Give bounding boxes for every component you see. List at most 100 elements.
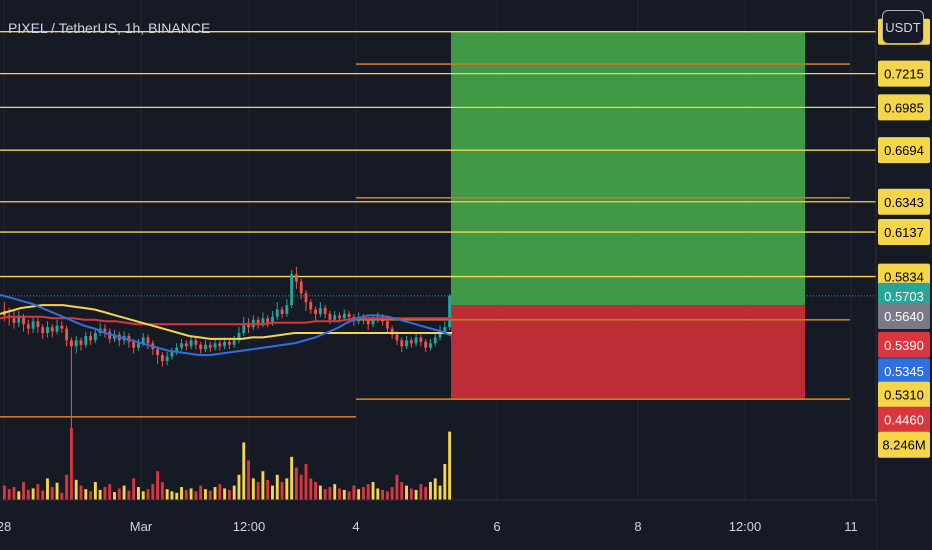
volume-bar [170, 491, 174, 500]
candle-body [275, 309, 279, 317]
price-label-text: 0.5310 [884, 388, 924, 403]
candle-body [409, 340, 413, 344]
candle-body [218, 343, 222, 347]
currency-button[interactable]: USDT [882, 10, 924, 44]
time-label: 12:00 [729, 519, 762, 534]
candle-body [84, 335, 88, 345]
candle-body [304, 293, 308, 303]
candle-body [261, 318, 265, 325]
volume-bar [409, 488, 413, 500]
candle-body [395, 334, 399, 341]
candle-body [50, 327, 54, 332]
volume-bar [12, 487, 16, 500]
price-label-box [878, 331, 930, 358]
volume-bar [141, 491, 145, 500]
volume-bar [448, 431, 452, 500]
ma-red-line [0, 315, 452, 326]
candle-body [208, 344, 212, 348]
volume-bar [261, 471, 265, 500]
candle-body [237, 333, 241, 341]
volume-bar [352, 485, 356, 500]
volume-bar [223, 488, 227, 500]
candle-body [46, 327, 49, 334]
candle-body [165, 356, 169, 361]
volume-bar [395, 474, 399, 500]
time-label: 11 [844, 519, 858, 534]
volume-bar [199, 485, 203, 500]
price-label: 0.6343 [878, 188, 930, 215]
price-label: 0.5310 [878, 381, 930, 408]
volume-bar [314, 482, 317, 500]
price-label-box [878, 431, 930, 458]
candle-body [60, 325, 64, 329]
volume-bar [50, 487, 54, 500]
price-label: 0.5640 [878, 303, 930, 330]
candle-body [26, 324, 30, 329]
candle-body [69, 340, 73, 347]
price-label: 0.7215 [878, 60, 930, 87]
candle-body [299, 281, 303, 294]
price-label-text: 0.7215 [884, 67, 924, 82]
volume-bar [280, 482, 284, 500]
volume-bar [304, 464, 308, 500]
volume-bar [180, 487, 183, 500]
volume-bar [146, 489, 150, 500]
volume-bar [227, 489, 231, 500]
price-label: 0.5390 [878, 331, 930, 358]
volume-bar [17, 491, 21, 500]
volume-bar [26, 489, 30, 500]
candle-body [41, 327, 45, 334]
candle-body [204, 344, 207, 350]
volume-bar [371, 482, 375, 500]
volume-bar [328, 487, 332, 500]
candle-body [438, 331, 442, 338]
candle-body [31, 321, 35, 329]
candle-body [170, 352, 174, 357]
volume-bar [2, 485, 6, 500]
price-label-text: 0.6137 [884, 225, 924, 240]
volume-bar [294, 467, 298, 500]
volume-bar [31, 488, 35, 500]
candle-body [323, 308, 327, 314]
candle-body [294, 274, 298, 282]
candle-body [419, 337, 423, 342]
volume-bar [189, 488, 193, 500]
volume-bar [366, 484, 370, 500]
candle-body [36, 321, 40, 328]
volume-bar [285, 478, 289, 500]
price-label-box [878, 94, 930, 121]
price-label-text: 0.5640 [884, 309, 924, 324]
price-label: 0.5345 [878, 358, 930, 385]
price-label: 0.6985 [878, 94, 930, 121]
volume-bar [117, 488, 121, 500]
volume-bar [429, 482, 432, 500]
volume-bar [89, 491, 92, 500]
candle-body [180, 343, 183, 348]
volume-bar [419, 484, 423, 500]
volume-bar [156, 471, 160, 500]
volume-bar [69, 428, 73, 500]
volume-bar [266, 479, 270, 500]
volume-bar [357, 489, 361, 500]
ma-blue-line [0, 293, 453, 357]
price-label-box [878, 406, 930, 433]
price-label: 0.6694 [878, 137, 930, 164]
ma-yellow-line [0, 304, 452, 340]
volume-bar [271, 485, 274, 500]
volume-bar [443, 464, 447, 500]
volume-bar [376, 488, 380, 500]
candle-body [366, 319, 370, 325]
volume-bar [151, 484, 155, 500]
volume-bar [184, 489, 188, 500]
stop-loss-zone [451, 305, 805, 400]
candle-body [414, 337, 418, 344]
price-label-box [878, 219, 930, 246]
candle-body [390, 328, 394, 335]
candle-body [55, 325, 59, 332]
price-label-box [878, 60, 930, 87]
volume-bar [41, 490, 45, 500]
candle-body [232, 340, 236, 345]
volume-bar [204, 489, 207, 500]
